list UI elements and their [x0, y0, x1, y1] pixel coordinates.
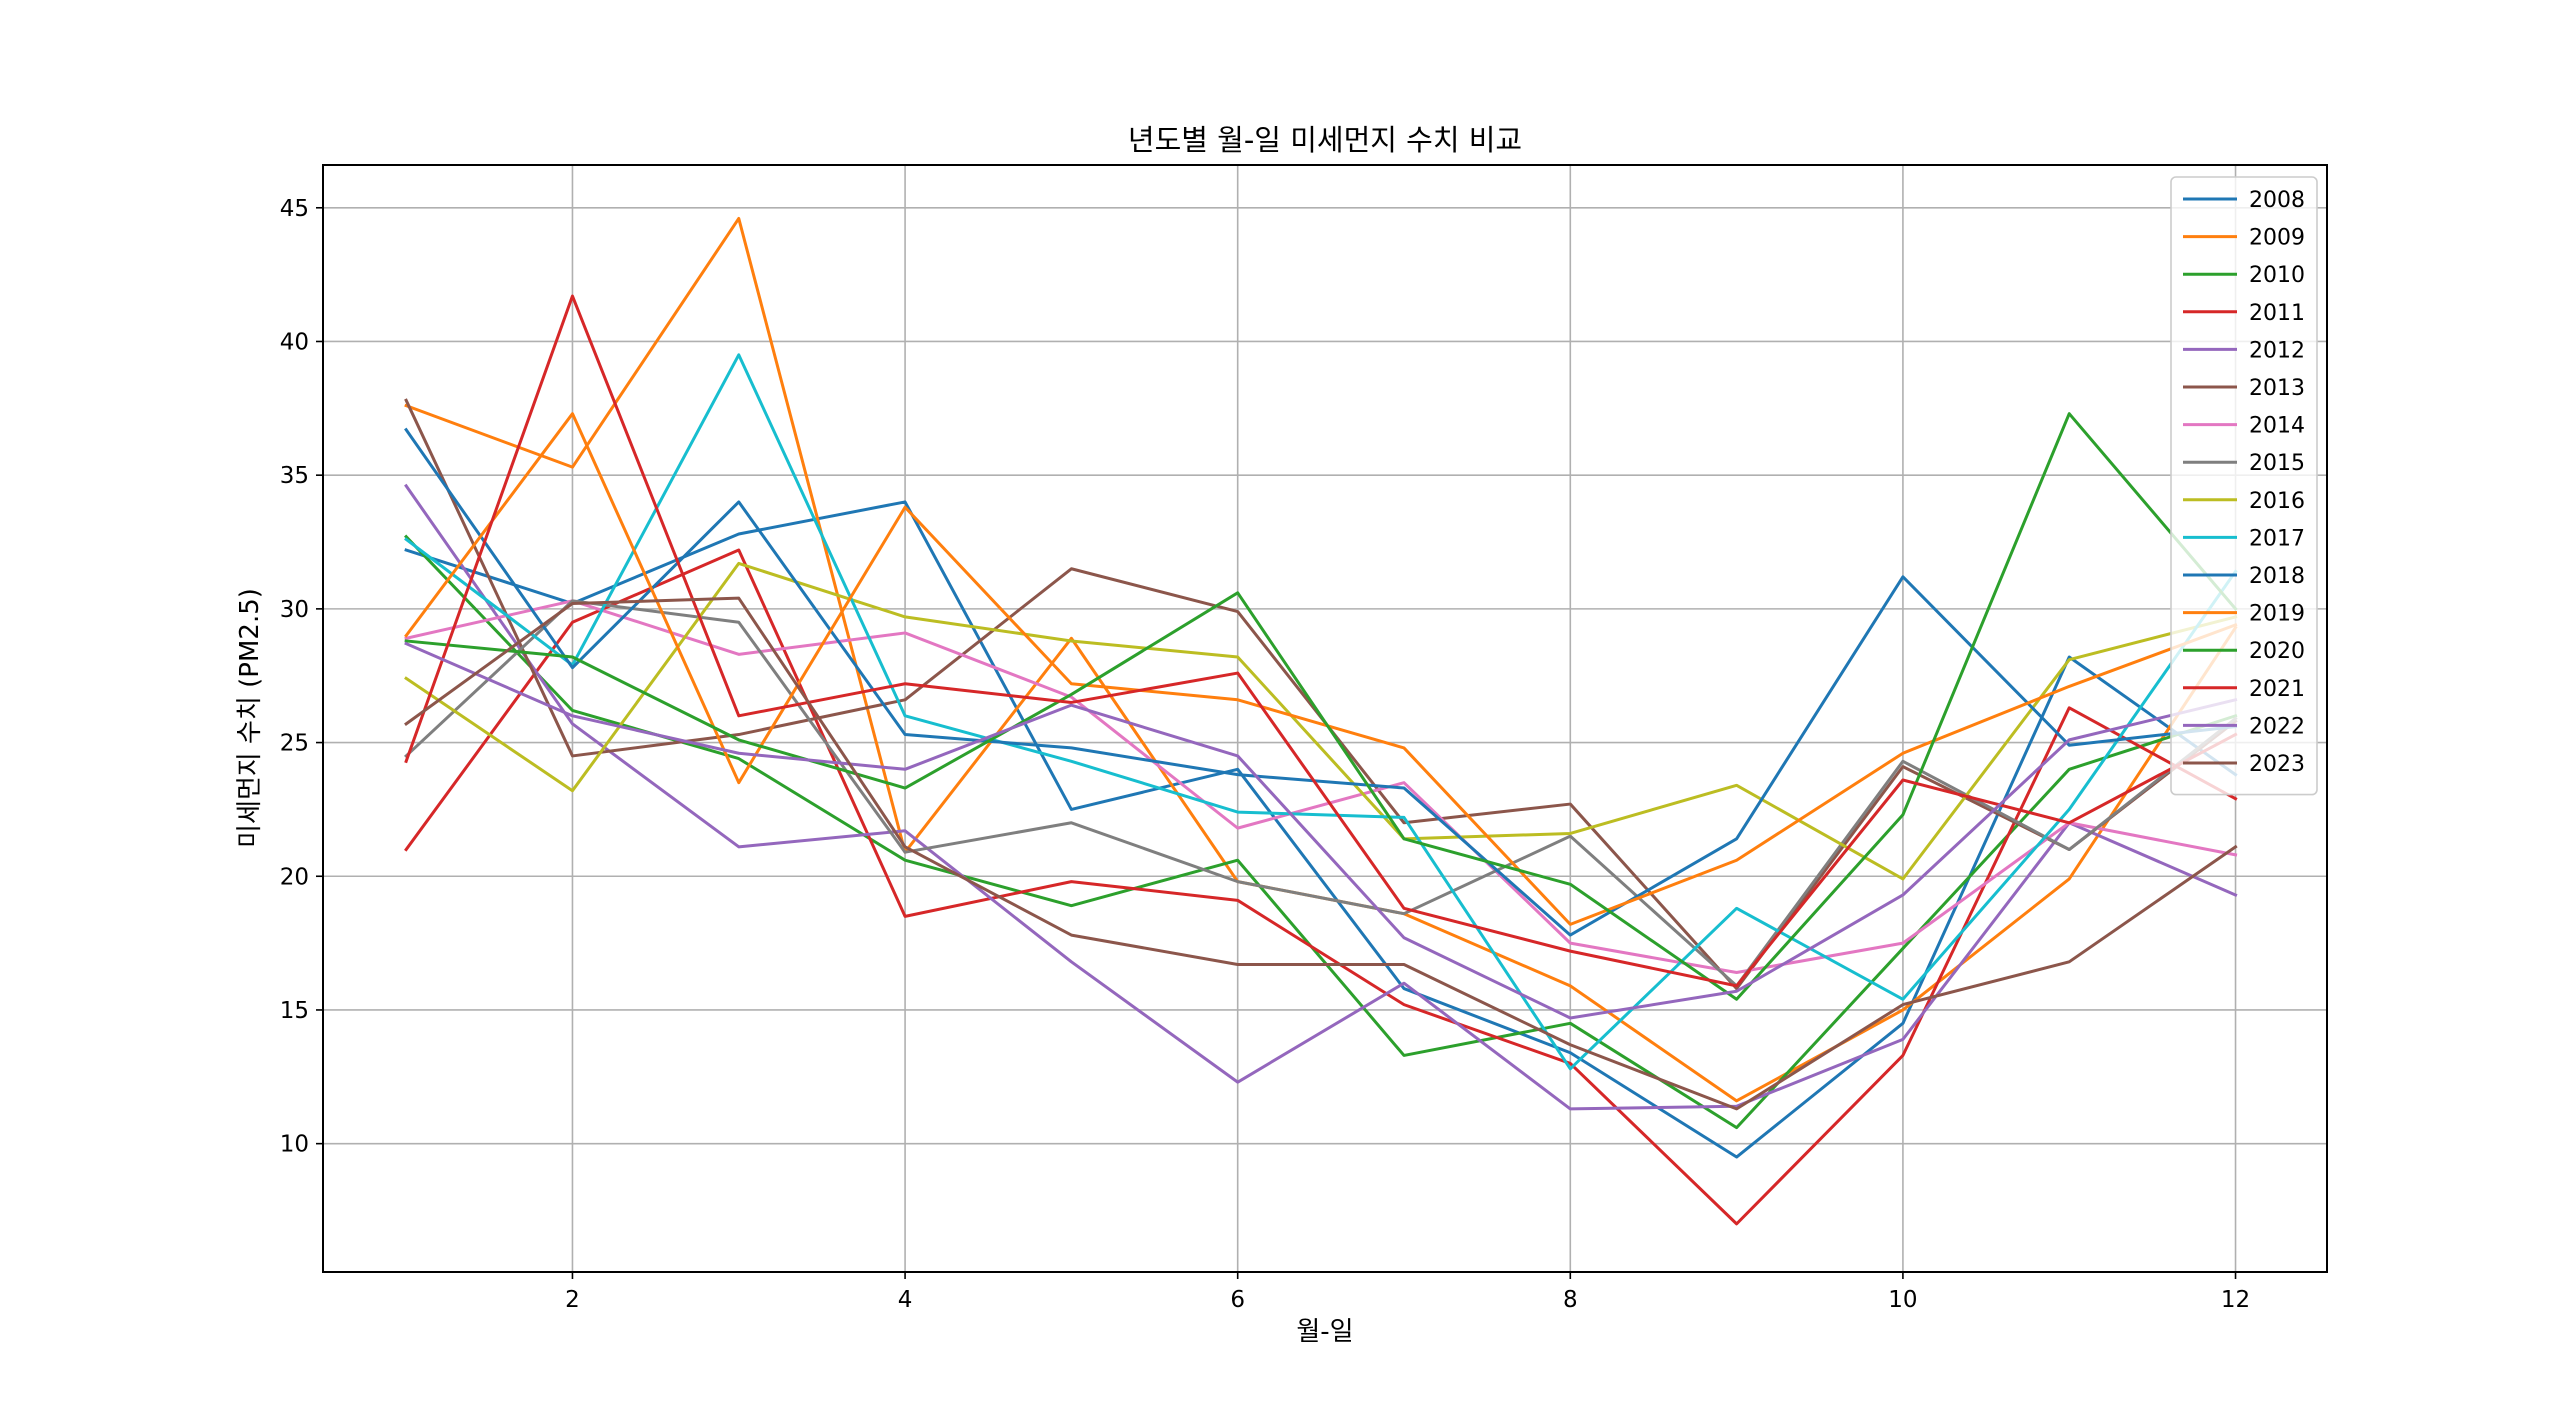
legend-label: 2023: [2249, 752, 2305, 777]
y-tick-label: 45: [280, 196, 309, 222]
series-line-2017: [404, 353, 2238, 1071]
series-line-2019: [404, 412, 2238, 926]
legend-label: 2020: [2249, 639, 2305, 664]
y-tick-label: 15: [280, 998, 309, 1024]
legend-label: 2017: [2249, 526, 2305, 551]
legend-label: 2011: [2249, 301, 2305, 326]
series-line-2015: [404, 599, 2238, 988]
grid: [323, 165, 2327, 1272]
y-tick-label: 35: [280, 463, 309, 489]
series-line-2023: [404, 596, 2238, 1111]
x-axis-label: 월-일: [1296, 1317, 1353, 1347]
legend-label: 2014: [2249, 414, 2305, 439]
legend-label: 2008: [2249, 188, 2305, 213]
legend-box: [2170, 176, 2318, 796]
x-tick-label: 12: [2221, 1287, 2250, 1313]
series-line-2008: [404, 500, 2238, 1159]
series-line-2018: [404, 427, 2238, 937]
y-tick-label: 30: [280, 597, 309, 623]
series-line-2020: [404, 412, 2238, 1001]
chart-title: 년도별 월-일 미세먼지 수치 비교: [1128, 123, 1522, 157]
y-tick-label: 10: [280, 1132, 309, 1158]
y-tick-label: 20: [280, 864, 309, 890]
y-tick-label: 25: [280, 731, 309, 757]
legend-label: 2021: [2249, 677, 2305, 702]
x-tick-label: 6: [1230, 1287, 1245, 1313]
y-axis-label: 미세먼지 수치 (PM2.5): [235, 588, 265, 848]
series-line-2012: [404, 483, 2238, 1111]
x-tick-label: 4: [898, 1287, 913, 1313]
legend-label: 2010: [2249, 263, 2305, 288]
series-line-2016: [404, 561, 2238, 881]
legend-label: 2015: [2249, 451, 2305, 476]
y-tick-label: 40: [280, 329, 309, 355]
x-tick-label: 10: [1888, 1287, 1917, 1313]
legend-label: 2022: [2249, 714, 2305, 739]
legend: 2008 2009 2010 2011 2012 2013 2014 2015 2016 2017…: [2170, 176, 2318, 796]
plot-frame: [322, 164, 2328, 1273]
legend-label: 2012: [2249, 338, 2305, 363]
legend-label: 2018: [2249, 564, 2305, 589]
legend-label: 2013: [2249, 376, 2305, 401]
series-line-2021: [404, 294, 2238, 988]
series-lines: [404, 216, 2238, 1226]
legend-label: 2009: [2249, 226, 2305, 251]
legend-label: 2016: [2249, 489, 2305, 514]
legend-label: 2019: [2249, 602, 2305, 627]
series-line-2010: [404, 534, 2238, 1130]
x-tick-label: 2: [565, 1287, 580, 1313]
series-line-2022: [404, 641, 2238, 1020]
axis-ticks: 2 4 6 8 10 12 10 15 20 25 30 35 40 45: [280, 196, 2250, 1313]
x-tick-label: 8: [1563, 1287, 1578, 1313]
